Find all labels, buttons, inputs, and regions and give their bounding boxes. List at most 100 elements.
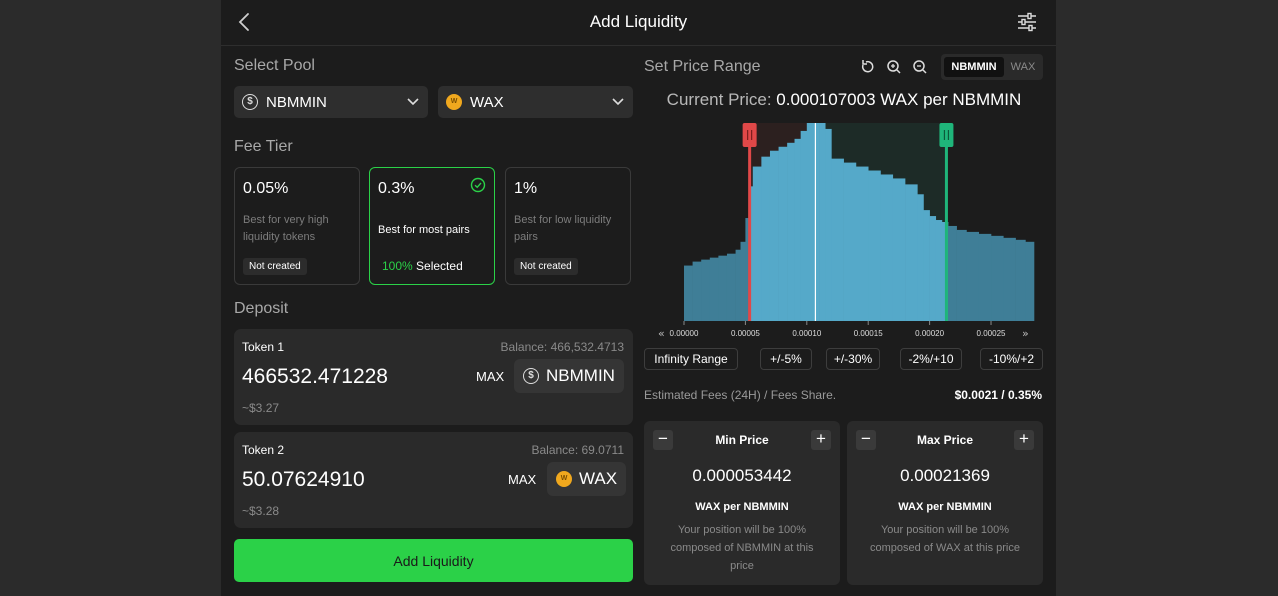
depth-bar <box>843 162 857 321</box>
token-b-select[interactable]: W WAX <box>438 86 633 118</box>
token-1-usd-value: ~$3.27 <box>242 401 280 415</box>
token-2-max-button[interactable]: MAX <box>508 472 537 487</box>
depth-bar <box>752 166 762 321</box>
fee-tier-1[interactable]: 1% Best for low liquidity pairs Not crea… <box>505 167 631 285</box>
range-5-button[interactable]: +/-5% <box>760 348 812 370</box>
token-2-usd-value: ~$3.28 <box>242 504 280 518</box>
min-price-increase-button[interactable]: + <box>811 430 831 450</box>
deposit-label: Deposit <box>234 300 289 317</box>
fee-tier-description: Best for most pairs <box>378 224 470 236</box>
fee-tier-percent: 0.05% <box>243 180 289 197</box>
depth-bar <box>956 229 967 321</box>
not-created-badge: Not created <box>514 258 578 275</box>
token-1-selector[interactable]: $ NBMMIN <box>514 359 624 393</box>
token-a-select[interactable]: $ NBMMIN <box>234 86 428 118</box>
add-liquidity-button[interactable]: Add Liquidity <box>234 539 633 582</box>
check-circle-icon <box>470 177 486 193</box>
page-title: Add Liquidity <box>589 12 688 31</box>
zoom-out-icon[interactable] <box>912 58 928 76</box>
scroll-right-icon[interactable]: » <box>1022 327 1029 340</box>
token-1-max-button[interactable]: MAX <box>476 369 505 384</box>
fee-tier-0-05[interactable]: 0.05% Best for very high liquidity token… <box>234 167 360 285</box>
settings-sliders-icon[interactable] <box>1016 12 1038 32</box>
wax-coin-icon: W <box>556 471 572 487</box>
depth-bar <box>726 253 736 321</box>
min-price-decrease-button[interactable]: − <box>653 430 673 450</box>
x-tick-label: 0.00025 <box>977 329 1006 338</box>
token-2-selector[interactable]: W WAX <box>547 462 627 496</box>
depth-bar <box>806 123 820 321</box>
range-minus2-plus10-button[interactable]: -2%/+10 <box>900 348 962 370</box>
current-price-value: 0.000107003 WAX per NBMMIN <box>771 90 1022 109</box>
back-arrow-icon[interactable] <box>233 10 257 34</box>
dollar-coin-icon: $ <box>523 368 539 384</box>
min-price-input[interactable] <box>644 466 840 486</box>
depth-bar <box>825 128 832 321</box>
max-price-title: Max Price <box>916 433 974 447</box>
max-price-decrease-button[interactable]: − <box>856 430 876 450</box>
fee-tier-percent: 0.3% <box>378 180 415 197</box>
depth-bar <box>735 249 741 321</box>
zoom-in-icon[interactable] <box>886 58 902 76</box>
depth-bar <box>701 259 711 321</box>
depth-bar <box>778 146 788 321</box>
token-2-amount-input[interactable] <box>242 468 462 492</box>
depth-bar <box>966 231 980 321</box>
current-price-label: Current Price: <box>666 90 772 109</box>
depth-bar <box>1015 239 1026 321</box>
price-base-toggle: NBMMIN WAX <box>941 54 1043 80</box>
max-price-unit: WAX per NBMMIN <box>898 501 992 513</box>
token-1-balance: Balance: 466,532.4713 <box>500 340 624 354</box>
x-tick-label: 0.00010 <box>792 329 821 338</box>
fee-tier-description: Best for low liquidity pairs <box>514 214 612 243</box>
max-price-increase-button[interactable]: + <box>1014 430 1034 450</box>
range-lines-layer <box>742 123 954 321</box>
token-b-name: WAX <box>470 93 504 111</box>
estimated-fees-value: $0.0021 / 0.35% <box>954 388 1042 402</box>
chevron-down-icon <box>407 98 419 106</box>
set-price-range-label: Set Price Range <box>644 58 761 75</box>
depth-bar <box>769 150 779 321</box>
min-price-unit: WAX per NBMMIN <box>695 501 789 513</box>
depth-bar <box>855 166 869 321</box>
token-1-symbol: NBMMIN <box>546 366 615 385</box>
refresh-icon[interactable] <box>860 58 874 76</box>
add-liquidity-panel: Add Liquidity Select Pool $ NBMMIN W WAX… <box>221 0 1056 596</box>
token-1-amount-input[interactable] <box>242 365 462 389</box>
header: Add Liquidity <box>221 0 1056 46</box>
toggle-nbmmin[interactable]: NBMMIN <box>944 57 1004 77</box>
toggle-wax[interactable]: WAX <box>1010 61 1036 73</box>
depth-bar <box>819 123 826 321</box>
select-pool-label: Select Pool <box>234 57 315 74</box>
depth-bar <box>718 255 728 321</box>
token-a-name: NBMMIN <box>266 93 327 111</box>
dollar-coin-icon: $ <box>242 94 258 110</box>
x-tick-label: 0.00005 <box>731 329 760 338</box>
depth-bar <box>929 216 937 321</box>
depth-bar <box>923 210 930 321</box>
liquidity-depth-chart[interactable]: 0.00000 0.00005 0.00010 0.00015 0.00020 0.000… <box>644 118 1039 346</box>
depth-bar <box>740 241 746 321</box>
depth-bars-layer <box>684 123 1035 321</box>
min-range-line <box>748 123 752 321</box>
range-30-button[interactable]: +/-30% <box>826 348 880 370</box>
token-2-card: Token 2 Balance: 69.0711 ~$3.28 MAX W WA… <box>234 432 633 528</box>
depth-bar <box>868 170 881 321</box>
depth-bar <box>892 178 906 321</box>
infinity-range-button[interactable]: Infinity Range <box>644 348 738 370</box>
token-2-symbol: WAX <box>579 469 618 488</box>
depth-bar <box>905 184 918 321</box>
chevron-down-icon <box>612 98 624 106</box>
x-tick-layer: 0.00000 0.00005 0.00010 0.00015 0.00020 0.000… <box>670 321 1006 338</box>
depth-bar <box>684 265 693 321</box>
fee-tier-0-3[interactable]: 0.3% Best for most pairs 100% Selected <box>369 167 495 285</box>
selection-text: Selected <box>412 259 463 273</box>
depth-bar <box>917 194 924 321</box>
scroll-left-icon[interactable]: « <box>658 327 665 340</box>
range-minus10-plus2-button[interactable]: -10%/+2 <box>980 348 1043 370</box>
selection-share: 100% Selected <box>382 259 463 273</box>
depth-bar <box>787 142 795 321</box>
depth-bar <box>761 156 771 321</box>
max-price-input[interactable] <box>847 466 1043 486</box>
token-1-card: Token 1 Balance: 466,532.4713 ~$3.27 MAX… <box>234 329 633 425</box>
